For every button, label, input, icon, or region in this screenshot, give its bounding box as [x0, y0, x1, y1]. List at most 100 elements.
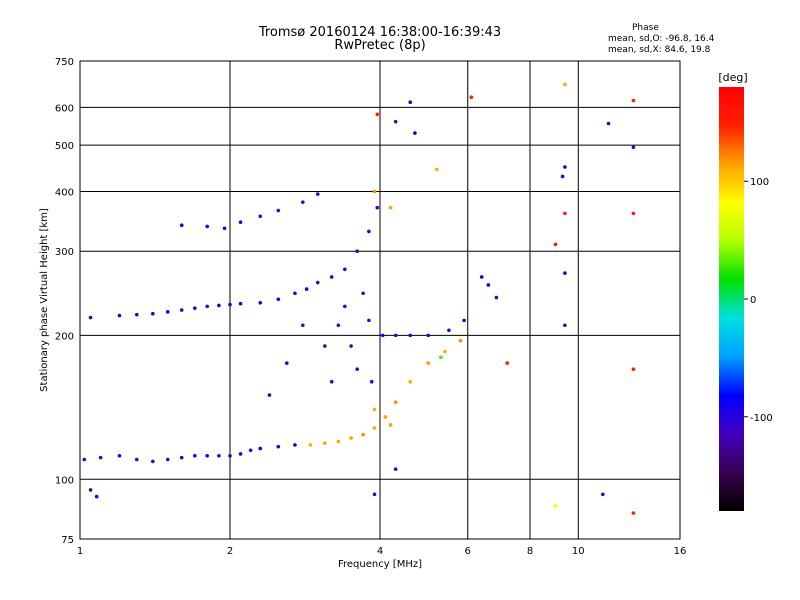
chart-subtitle: RwPretec (8p)	[334, 38, 426, 53]
data-point	[304, 287, 309, 291]
data-point	[329, 379, 334, 384]
data-point	[413, 131, 417, 135]
x-tick-label: 10	[572, 546, 585, 557]
y-axis-label: Stationary phase Virtual Height [km]	[39, 208, 50, 392]
colorbar-label: [deg]	[718, 71, 747, 84]
x-tick-label: 8	[527, 546, 533, 557]
data-point	[631, 367, 636, 371]
data-point	[323, 344, 327, 348]
y-tick-label: 75	[61, 535, 74, 546]
data-point	[267, 393, 272, 397]
data-point	[88, 315, 93, 320]
data-point	[486, 283, 491, 287]
data-point	[563, 82, 567, 87]
data-points	[82, 82, 636, 515]
data-point	[563, 323, 567, 328]
data-point	[94, 494, 99, 499]
data-point	[179, 223, 184, 228]
data-point	[560, 174, 565, 179]
data-point	[238, 301, 243, 306]
data-point	[228, 453, 232, 458]
data-point	[222, 226, 227, 231]
x-tick-label: 6	[465, 546, 471, 557]
data-point	[329, 275, 334, 279]
y-tick-label: 200	[55, 331, 74, 342]
x-axis-label: Frequency [MHz]	[338, 559, 422, 570]
colorbar-tick-label: 100	[750, 177, 769, 188]
data-point	[82, 457, 87, 462]
data-point	[276, 208, 281, 213]
data-point	[179, 455, 184, 460]
y-tick-label: 300	[55, 247, 74, 258]
y-tick-label: 400	[55, 187, 74, 198]
data-point	[165, 310, 170, 314]
data-point	[165, 457, 170, 462]
data-point	[369, 379, 374, 384]
plot-frame	[79, 60, 681, 540]
data-point	[193, 306, 197, 310]
data-point	[426, 361, 431, 365]
data-point	[553, 504, 558, 508]
y-tick-label: 500	[55, 141, 74, 152]
data-point	[276, 297, 281, 302]
y-tick-label: 750	[55, 57, 74, 68]
data-point	[323, 441, 327, 445]
data-point	[205, 304, 209, 309]
data-point	[343, 304, 347, 309]
data-point	[134, 312, 139, 317]
data-point	[380, 333, 385, 338]
x-tick-label: 1	[77, 546, 83, 557]
data-point	[361, 432, 365, 437]
data-point	[248, 448, 253, 453]
data-point	[88, 488, 93, 492]
data-point	[293, 291, 297, 296]
data-point	[293, 443, 297, 447]
y-tick-label: 100	[55, 475, 74, 486]
x-tick-label: 2	[227, 546, 233, 557]
data-point	[238, 452, 243, 456]
colorbar-ticks: 100 0 -100	[744, 177, 773, 424]
data-point	[238, 220, 243, 225]
data-point	[349, 344, 353, 348]
data-point	[447, 328, 451, 333]
data-point	[349, 436, 353, 440]
data-point	[375, 205, 380, 210]
data-point	[388, 205, 393, 210]
data-point	[631, 211, 636, 216]
data-point	[336, 439, 341, 444]
data-point	[606, 121, 611, 126]
data-point	[408, 100, 413, 104]
data-point	[563, 271, 567, 275]
data-point	[117, 453, 122, 458]
data-point	[631, 145, 636, 150]
data-point	[439, 355, 443, 360]
data-point	[388, 423, 393, 427]
data-point	[258, 300, 263, 305]
data-point	[117, 313, 122, 318]
data-point	[301, 200, 305, 204]
data-point	[443, 349, 447, 354]
data-point	[469, 95, 474, 99]
data-point	[505, 361, 509, 365]
chart-title: Tromsø 20160124 16:38:00-16:39:43	[258, 25, 502, 40]
phase-stats-o-mode: mean, sd,O: -96.8, 16.4	[608, 34, 715, 44]
data-point	[375, 112, 380, 117]
colorbar-tick-label: 0	[750, 295, 756, 306]
x-tick-label: 4	[377, 546, 383, 557]
data-point	[134, 457, 139, 462]
data-point	[372, 492, 377, 497]
data-point	[393, 119, 398, 124]
data-point	[563, 165, 567, 169]
data-point	[258, 214, 263, 219]
data-point	[393, 333, 398, 338]
y-axis-ticks: 75 100 200 300 400 500 600 750	[55, 57, 74, 546]
data-point	[301, 323, 305, 328]
data-point	[631, 511, 636, 515]
data-point	[408, 379, 413, 384]
data-point	[367, 229, 371, 234]
data-point	[462, 318, 466, 323]
data-point	[355, 249, 359, 254]
data-point	[372, 426, 377, 430]
data-point	[151, 459, 155, 464]
